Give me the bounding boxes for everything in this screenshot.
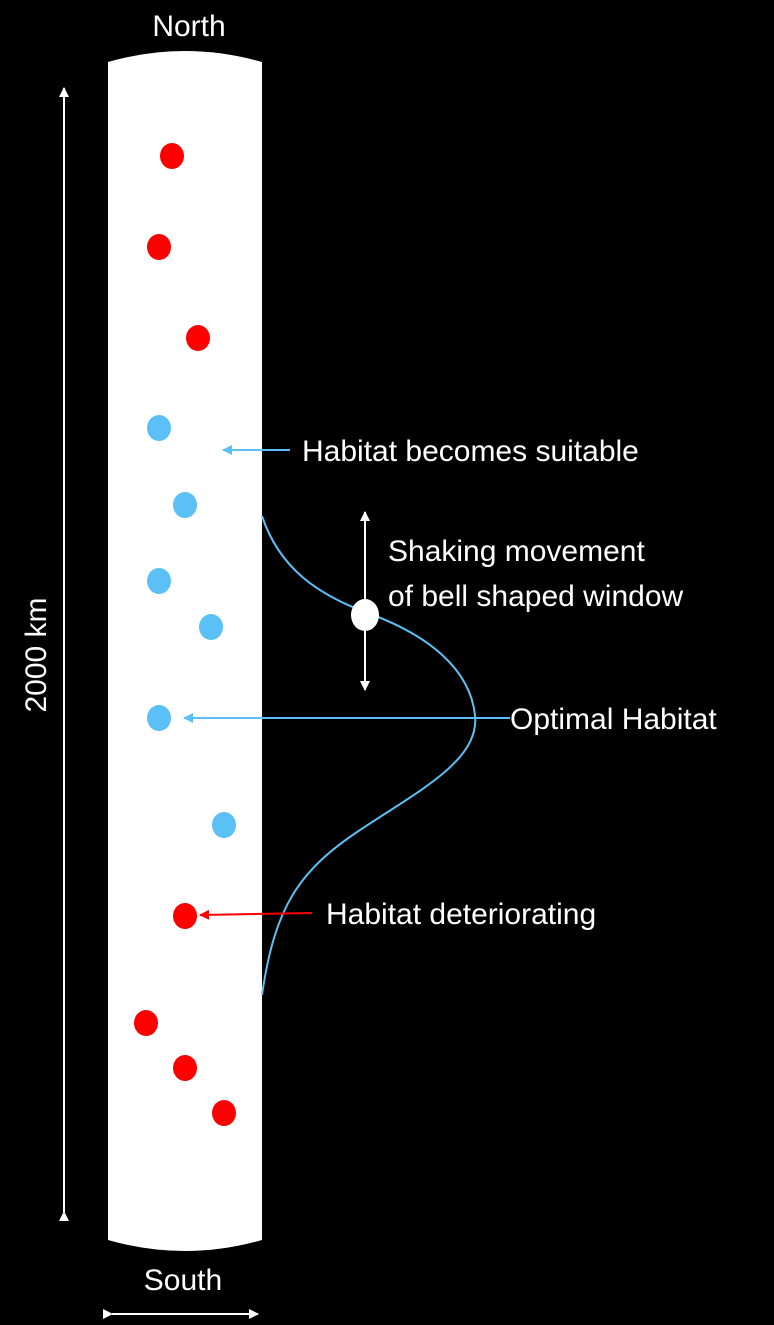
window-marker [351, 599, 379, 631]
suitable-dot [199, 614, 223, 640]
unsuitable-dot [173, 1055, 197, 1081]
unsuitable-dot [212, 1100, 236, 1126]
suitable-dot [147, 705, 171, 731]
suitable-dot [212, 812, 236, 838]
north-label: North [152, 10, 225, 43]
suitable-dot [147, 415, 171, 441]
habitat-deteriorating-label: Habitat deteriorating [326, 898, 596, 931]
shaking-label-line2: of bell shaped window [388, 580, 684, 613]
unsuitable-dot [147, 234, 171, 260]
suitable-dot [147, 568, 171, 594]
unsuitable-dot [134, 1010, 158, 1036]
unsuitable-dot [160, 143, 184, 169]
distance-label: 2000 km [20, 597, 53, 712]
bell-curve [261, 515, 477, 996]
habitat-suitable-label: Habitat becomes suitable [302, 435, 639, 468]
optimal-habitat-label: Optimal Habitat [510, 703, 717, 736]
unsuitable-dot [173, 903, 197, 929]
south-label: South [144, 1264, 222, 1297]
suitable-dot [173, 492, 197, 518]
shaking-label-line1: Shaking movement [388, 535, 645, 568]
habitat-column [108, 51, 262, 1251]
deteriorating-pointer [199, 909, 313, 920]
unsuitable-dot [186, 325, 210, 351]
